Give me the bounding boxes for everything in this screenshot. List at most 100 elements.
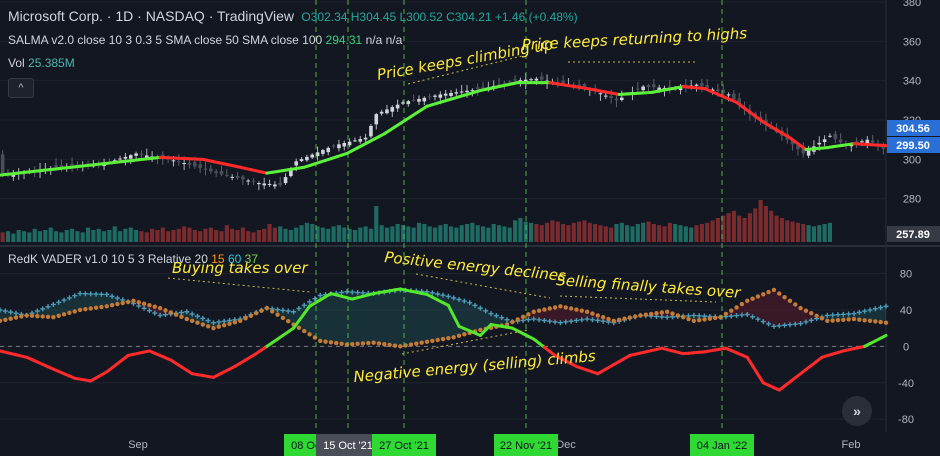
energy-fill [464, 301, 470, 335]
energy-fill [309, 298, 315, 338]
positive-energy-point [0, 307, 3, 313]
candle-body [609, 96, 613, 98]
volume-bar [667, 222, 672, 242]
energy-fill [373, 292, 379, 344]
candle-body [273, 184, 277, 187]
energy-fill [48, 304, 54, 318]
positive-energy-point [2, 308, 8, 314]
positive-energy-point [210, 320, 216, 326]
negative-energy-point [670, 311, 675, 316]
negative-energy-point [339, 341, 344, 347]
energy-fill [341, 291, 347, 345]
energy-fill [384, 291, 390, 345]
energy-fill [352, 292, 358, 345]
candle-body [59, 165, 64, 168]
candle-body [326, 147, 331, 153]
negative-energy-point [648, 311, 654, 317]
candle-body [582, 84, 587, 88]
vader-net-segment [292, 319, 301, 330]
volume-legend[interactable]: Vol 25.385M [8, 56, 75, 70]
volume-bar [801, 224, 806, 242]
negative-energy-point [563, 305, 568, 310]
energy-fill [453, 297, 460, 338]
candle-body [475, 87, 480, 90]
energy-fill [362, 292, 369, 344]
negative-energy-point [654, 311, 659, 316]
volume-bar [603, 226, 608, 242]
candle-body [241, 176, 245, 180]
energy-fill [389, 290, 395, 346]
negative-energy-point [579, 308, 584, 313]
energy-fill [368, 293, 374, 344]
positive-energy-point [766, 321, 772, 327]
positive-energy-point [152, 310, 158, 316]
positive-energy-point [782, 322, 788, 328]
negative-energy-point [35, 313, 40, 319]
negative-energy-point [867, 318, 873, 324]
candle-body [422, 97, 427, 102]
negative-energy-point [750, 296, 755, 301]
negative-energy-point [350, 341, 355, 347]
negative-energy-point [168, 310, 173, 315]
vader-tick-label: 0 [903, 341, 909, 353]
candle-body [636, 88, 640, 90]
negative-energy-point [851, 316, 857, 322]
candle-body [620, 97, 624, 100]
candle-body [251, 180, 256, 182]
volume-bar [790, 221, 795, 242]
candle-body [614, 98, 619, 101]
negative-energy-point [408, 342, 414, 347]
positive-energy-point [8, 309, 14, 315]
collapse-legend-button[interactable]: ^ [8, 78, 34, 98]
volume-bar [731, 210, 736, 242]
negative-energy-point [366, 340, 371, 346]
negative-energy-point [334, 340, 339, 346]
negative-energy-point [686, 316, 691, 322]
positive-energy-point [792, 321, 798, 327]
negative-energy-point [456, 333, 462, 339]
negative-energy-point [846, 317, 851, 322]
negative-energy-point [414, 341, 419, 346]
volume-bar [75, 231, 80, 242]
salma-legend[interactable]: SALMA v2.0 close 10 3 0.3 5 SMA close 50… [8, 33, 402, 47]
negative-energy-point [526, 312, 531, 317]
vader-value-1: 15 [211, 252, 225, 266]
vader-net-segment [751, 364, 760, 376]
volume-bar [192, 230, 197, 242]
energy-fill [346, 291, 353, 345]
candle-body [417, 98, 421, 102]
candle-body [716, 89, 720, 92]
energy-fill [325, 293, 331, 343]
vader-legend[interactable]: RedK VADER v1.0 10 5 3 Relative 20 15 60… [8, 252, 258, 266]
volume-bar [107, 230, 112, 242]
candle-body [219, 170, 224, 175]
candle-body [470, 90, 475, 92]
candle-body [598, 93, 603, 95]
positive-energy-point [221, 318, 227, 324]
scroll-to-realtime-button[interactable]: » [842, 396, 872, 426]
volume-bar [753, 208, 758, 242]
date-marker-label: 15 Oct '21 [323, 440, 373, 452]
positive-energy-point [557, 320, 563, 326]
negative-energy-point [243, 316, 248, 321]
positive-energy-point [82, 291, 88, 297]
candle-body [449, 92, 453, 96]
candle-body [315, 152, 320, 157]
volume-bar [48, 227, 53, 242]
volume-bar [283, 228, 288, 242]
energy-fill [544, 308, 550, 322]
symbol-header[interactable]: Microsoft Corp. · 1D · NASDAQ · TradingV… [8, 8, 578, 24]
volume-bar [726, 213, 731, 242]
negative-energy-point [387, 342, 392, 348]
volume-bar [539, 225, 544, 242]
energy-fill [80, 293, 86, 310]
salma-line [0, 81, 888, 177]
negative-energy-point [189, 318, 195, 324]
vader-value-3: 37 [244, 252, 258, 266]
volume-bar [326, 228, 331, 242]
candle-body [289, 169, 293, 177]
candle-body [737, 98, 742, 105]
energy-fill [789, 300, 796, 325]
positive-energy-point [862, 308, 868, 314]
